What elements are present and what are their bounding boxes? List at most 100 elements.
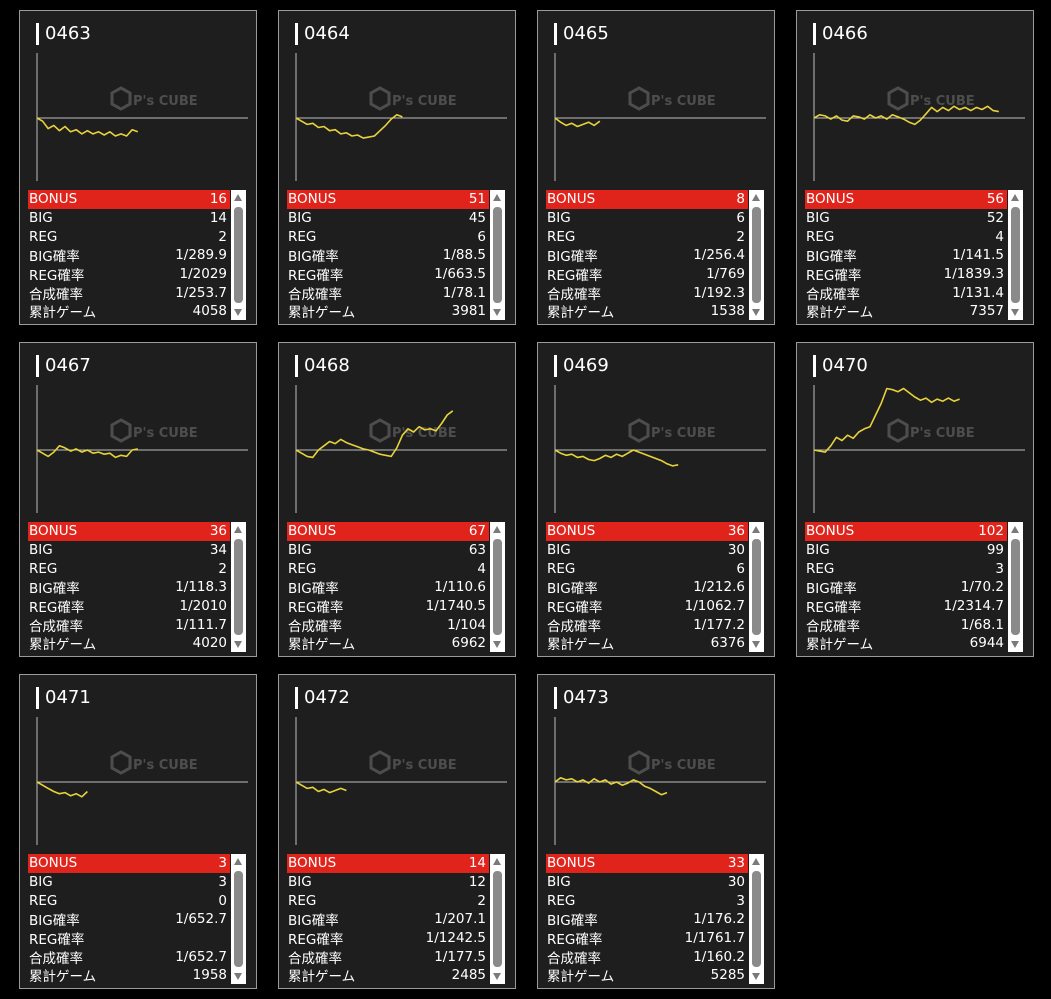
scroll-down-arrow-icon[interactable] <box>752 641 760 648</box>
stats-scrollbar[interactable] <box>490 190 505 320</box>
stat-label: BONUS <box>29 191 78 208</box>
machine-card[interactable]: 0468 P's CUBE BONUS 67 BIG 63 REG 4 BIG確率 1/110.6… <box>278 342 516 657</box>
scroll-up-arrow-icon[interactable] <box>493 858 501 865</box>
scroll-up-arrow-icon[interactable] <box>1011 526 1019 533</box>
stat-row-total-games: 累計ゲーム 1958 <box>28 966 230 985</box>
machine-card[interactable]: 0471 P's CUBE BONUS 3 BIG 3 REG 0 BIG確率 1/652.7 RE… <box>19 674 257 989</box>
stats-scrollbar[interactable] <box>1008 522 1023 652</box>
scroll-thumb[interactable] <box>752 539 761 635</box>
stat-row-big-rate: BIG確率 1/207.1 <box>287 910 489 929</box>
cube-logo-icon <box>110 750 132 775</box>
stat-label: BIG <box>288 210 312 227</box>
stat-row-combined-rate: 合成確率 1/68.1 <box>805 615 1007 635</box>
stats-scrollbar[interactable] <box>231 190 246 320</box>
machine-card[interactable]: 0464 P's CUBE BONUS 51 BIG 45 REG 6 BIG確率 1/88.5 R… <box>278 10 516 325</box>
machine-card[interactable]: 0467 P's CUBE BONUS 36 BIG 34 REG 2 BIG確率 1/118.3… <box>19 342 257 657</box>
stats-scrollbar[interactable] <box>749 854 764 984</box>
scroll-up-arrow-icon[interactable] <box>493 194 501 201</box>
stat-value: 1/1062.7 <box>684 598 745 615</box>
scroll-down-arrow-icon[interactable] <box>493 641 501 648</box>
stat-value: 6376 <box>710 635 745 652</box>
scroll-up-arrow-icon[interactable] <box>1011 194 1019 201</box>
scroll-up-arrow-icon[interactable] <box>752 194 760 201</box>
scroll-down-arrow-icon[interactable] <box>493 309 501 316</box>
scroll-up-arrow-icon[interactable] <box>493 526 501 533</box>
machine-card[interactable]: 0466 P's CUBE BONUS 56 BIG 52 REG 4 BIG確率 1/141.5… <box>796 10 1034 325</box>
stats-table: BONUS 36 BIG 30 REG 6 BIG確率 1/212.6 REG確率 1/1062.… <box>546 522 748 653</box>
stat-label: 累計ゲーム <box>547 305 615 322</box>
scroll-up-arrow-icon[interactable] <box>234 526 242 533</box>
stat-row-big-rate: BIG確率 1/118.3 <box>28 578 230 597</box>
stats-table: BONUS 56 BIG 52 REG 4 BIG確率 1/141.5 REG確率 1/1839.… <box>805 190 1007 321</box>
scroll-down-arrow-icon[interactable] <box>493 973 501 980</box>
stats-table: BONUS 51 BIG 45 REG 6 BIG確率 1/88.5 REG確率 1/663.5 合… <box>287 190 489 321</box>
scroll-thumb[interactable] <box>1011 539 1020 635</box>
stat-value: 1/160.2 <box>693 948 745 965</box>
slump-graph: P's CUBE <box>36 385 248 513</box>
scroll-up-arrow-icon[interactable] <box>234 858 242 865</box>
stats-scrollbar[interactable] <box>490 522 505 652</box>
stat-value: 33 <box>727 855 745 872</box>
stat-row-combined-rate: 合成確率 1/160.2 <box>546 947 748 967</box>
scroll-down-arrow-icon[interactable] <box>752 973 760 980</box>
stat-row-total-games: 累計ゲーム 6376 <box>546 634 748 653</box>
slump-line <box>813 387 960 453</box>
stats-scrollbar[interactable] <box>490 854 505 984</box>
stat-value: 7357 <box>969 303 1004 320</box>
scroll-thumb[interactable] <box>234 871 243 967</box>
machine-card[interactable]: 0473 P's CUBE BONUS 33 BIG 30 REG 3 BIG確率 1/176.2… <box>537 674 775 989</box>
machine-card[interactable]: 0463 P's CUBE BONUS 16 BIG 14 REG 2 BIG確率 1/289.9… <box>19 10 257 325</box>
scroll-down-arrow-icon[interactable] <box>234 973 242 980</box>
stat-label: BONUS <box>806 191 855 208</box>
scroll-thumb[interactable] <box>1011 207 1020 303</box>
machine-card[interactable]: 0470 P's CUBE BONUS 102 BIG 99 REG 3 BIG確率 1/70.2… <box>796 342 1034 657</box>
stats-scrollbar[interactable] <box>231 522 246 652</box>
watermark-logo: P's CUBE <box>110 418 198 443</box>
machine-number: 0466 <box>813 23 868 45</box>
stat-row-big: BIG 30 <box>546 541 748 560</box>
scroll-thumb[interactable] <box>752 871 761 967</box>
scroll-thumb[interactable] <box>493 539 502 635</box>
stat-label: REG確率 <box>806 268 862 285</box>
scroll-thumb[interactable] <box>234 539 243 635</box>
stats-scrollbar[interactable] <box>749 190 764 320</box>
stat-label: BIG確率 <box>547 581 598 598</box>
stat-row-bonus: BONUS 67 <box>287 522 489 541</box>
machine-number: 0463 <box>36 23 91 45</box>
stat-row-big-rate: BIG確率 1/256.4 <box>546 246 748 265</box>
stats-table: BONUS 36 BIG 34 REG 2 BIG確率 1/118.3 REG確率 1/2010 合… <box>28 522 230 653</box>
stat-row-big: BIG 30 <box>546 873 748 892</box>
scroll-down-arrow-icon[interactable] <box>234 641 242 648</box>
stat-value: 4 <box>995 228 1004 245</box>
machine-card[interactable]: 0472 P's CUBE BONUS 14 BIG 12 REG 2 BIG確率 1/207.1… <box>278 674 516 989</box>
stat-row-reg: REG 4 <box>287 559 489 578</box>
stat-label: BONUS <box>288 523 337 540</box>
stat-label: REG <box>547 228 576 245</box>
slump-line <box>295 781 347 794</box>
scroll-down-arrow-icon[interactable] <box>234 309 242 316</box>
stat-row-big: BIG 3 <box>28 873 230 892</box>
machine-number: 0464 <box>295 23 350 45</box>
scroll-down-arrow-icon[interactable] <box>1011 641 1019 648</box>
stats-table: BONUS 102 BIG 99 REG 3 BIG確率 1/70.2 REG確率 1/2314.… <box>805 522 1007 653</box>
stats-scrollbar[interactable] <box>749 522 764 652</box>
scroll-thumb[interactable] <box>752 207 761 303</box>
stat-row-reg-rate: REG確率 1/1740.5 <box>287 597 489 616</box>
scroll-up-arrow-icon[interactable] <box>752 526 760 533</box>
scroll-down-arrow-icon[interactable] <box>1011 309 1019 316</box>
stat-label: 合成確率 <box>29 618 83 635</box>
stats-table: BONUS 16 BIG 14 REG 2 BIG確率 1/289.9 REG確率 1/2029 合… <box>28 190 230 321</box>
stats-scrollbar[interactable] <box>1008 190 1023 320</box>
stats-scrollbar[interactable] <box>231 854 246 984</box>
machine-card[interactable]: 0465 P's CUBE BONUS 8 BIG 6 REG 2 BIG確率 1/256.4 RE… <box>537 10 775 325</box>
machine-card[interactable]: 0469 P's CUBE BONUS 36 BIG 30 REG 6 BIG確率 1/212.6… <box>537 342 775 657</box>
stat-value: 1/2314.7 <box>943 598 1004 615</box>
scroll-down-arrow-icon[interactable] <box>752 309 760 316</box>
scroll-thumb[interactable] <box>493 871 502 967</box>
scroll-up-arrow-icon[interactable] <box>234 194 242 201</box>
stat-row-reg-rate: REG確率 <box>28 929 230 948</box>
stat-value: 1/131.4 <box>952 284 1004 301</box>
scroll-thumb[interactable] <box>234 207 243 303</box>
scroll-up-arrow-icon[interactable] <box>752 858 760 865</box>
scroll-thumb[interactable] <box>493 207 502 303</box>
